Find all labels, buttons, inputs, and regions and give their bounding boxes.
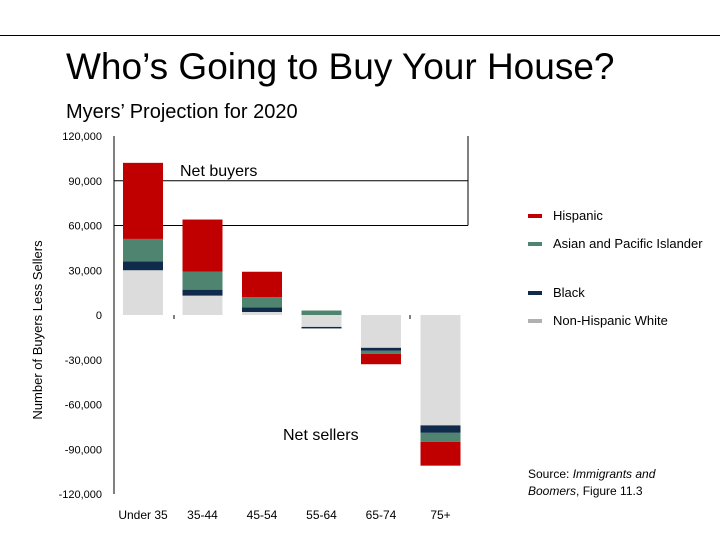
x-tick-label: 75+ <box>430 508 450 522</box>
bar-non-hispanic-white-under-35 <box>123 270 163 315</box>
bar-asian-and-pacific-islander-55-64 <box>301 310 342 315</box>
bar-black-35-44 <box>182 289 223 296</box>
bar-asian-and-pacific-islander-under-35 <box>123 238 163 262</box>
bar-asian-and-pacific-islander-35-44 <box>182 271 223 290</box>
legend-swatch-hispanic <box>528 214 542 218</box>
y-tick-label: 0 <box>96 310 102 322</box>
x-tick-label: 55-64 <box>306 508 337 522</box>
bar-asian-and-pacific-islander-75- <box>420 432 461 442</box>
bar-black-45-54 <box>242 307 282 313</box>
bar-hispanic-35-44 <box>182 219 223 272</box>
bar-non-hispanic-white-75- <box>420 315 461 426</box>
y-tick-label: 90,000 <box>68 176 102 188</box>
y-tick-label: -120,000 <box>59 489 102 501</box>
source-suffix: , Figure 11.3 <box>576 484 643 498</box>
top-rule <box>0 35 720 36</box>
bar-hispanic-under-35 <box>123 162 163 239</box>
y-axis-label: Number of Buyers Less Sellers <box>30 240 45 420</box>
bar-asian-and-pacific-islander-45-54 <box>242 297 282 308</box>
bar-non-hispanic-white-65-74 <box>361 315 401 348</box>
source-title: Immigrants and Boomers <box>528 467 656 498</box>
annotation-net-buyers: Net buyers <box>180 163 257 180</box>
y-tick-label: 120,000 <box>62 131 102 143</box>
x-tick-label: 35-44 <box>187 508 218 522</box>
x-tick-label: Under 35 <box>118 508 168 522</box>
bar-asian-and-pacific-islander-65-74 <box>361 350 401 354</box>
page-subtitle: Myers’ Projection for 2020 <box>66 101 298 123</box>
bar-hispanic-65-74 <box>361 353 401 365</box>
legend-label-black: Black <box>553 285 585 300</box>
y-tick-label: -30,000 <box>65 355 102 367</box>
legend-label-hispanic: Hispanic <box>553 208 603 223</box>
y-tick-label: -60,000 <box>65 400 102 412</box>
bar-non-hispanic-white-35-44 <box>182 295 223 315</box>
annotation-net-sellers: Net sellers <box>283 427 359 444</box>
y-tick-label: 60,000 <box>68 221 102 233</box>
legend-swatch-asian <box>528 242 542 246</box>
x-tick-label: 45-54 <box>247 508 278 522</box>
legend-swatch-white <box>528 319 542 323</box>
y-tick-label: -90,000 <box>65 444 102 456</box>
bar-non-hispanic-white-45-54 <box>242 312 282 315</box>
source-prefix: Source: <box>528 467 573 481</box>
bar-hispanic-75- <box>420 441 461 466</box>
source-note: Source: Immigrants and Boomers, Figure 1… <box>528 466 698 500</box>
legend-label-white: Non-Hispanic White <box>553 313 668 328</box>
legend-swatch-black <box>528 291 542 295</box>
bar-black-75- <box>420 425 461 433</box>
bar-black-55-64 <box>301 326 342 329</box>
legend-label-asian: Asian and Pacific Islander <box>553 236 703 251</box>
bar-black-65-74 <box>361 347 401 351</box>
bar-non-hispanic-white-55-64 <box>301 315 342 327</box>
bar-hispanic-45-54 <box>242 271 282 298</box>
page-title: Who’s Going to Buy Your House? <box>66 46 615 87</box>
y-tick-label: 30,000 <box>68 265 102 277</box>
x-tick-label: 65-74 <box>366 508 397 522</box>
bar-black-under-35 <box>123 261 163 271</box>
